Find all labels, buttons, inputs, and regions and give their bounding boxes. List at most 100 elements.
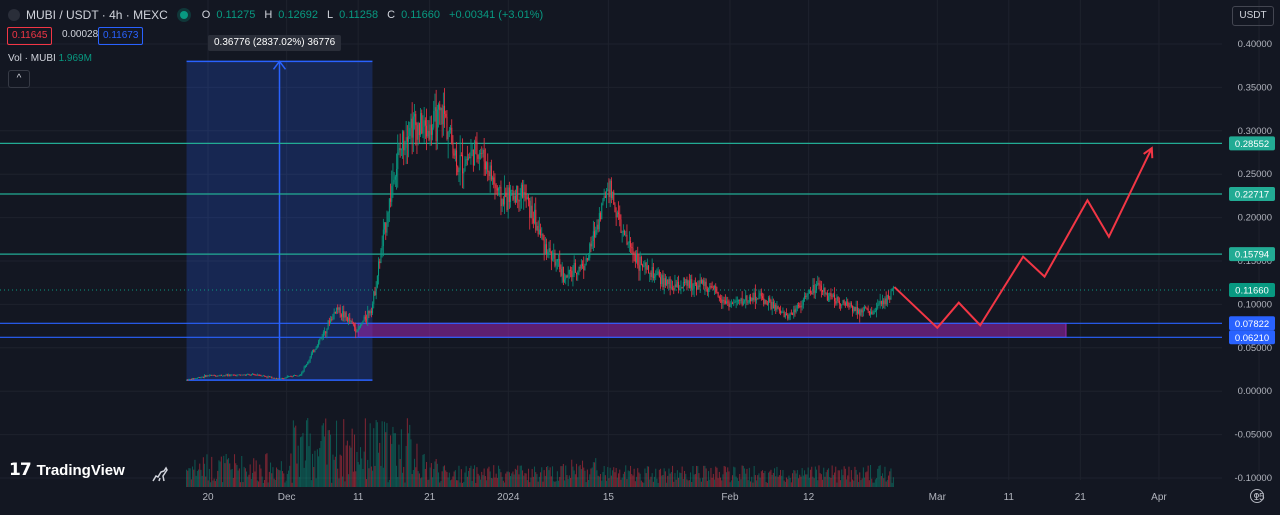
candles (186, 88, 894, 381)
volume-bar (684, 470, 686, 487)
volume-bar (708, 471, 710, 487)
candle-body (859, 309, 861, 316)
candle-body (307, 361, 309, 365)
volume-bar (678, 477, 680, 487)
volume-bar (220, 456, 222, 487)
volume-bar (318, 456, 320, 487)
candle-body (288, 376, 290, 378)
volume-bar (231, 468, 233, 487)
tradingview-logo[interactable]: 17 TradingView (9, 460, 125, 480)
volume-bar (626, 479, 628, 487)
candle-body (872, 314, 874, 315)
sell-price-button[interactable]: 0.11645 (7, 27, 53, 45)
level-price-label: 0.06210 (1235, 333, 1269, 344)
candle-body (674, 284, 676, 290)
volume-bar (301, 436, 303, 487)
candle-body (741, 298, 743, 306)
candle-body (310, 353, 312, 357)
candle-body (787, 315, 789, 319)
candle-body (572, 274, 574, 278)
volume-bar (801, 468, 803, 487)
symbol-title[interactable]: MUBI / USDT · 4h · MEXC (26, 8, 168, 22)
candle-body (276, 378, 278, 380)
volume-bar (283, 473, 285, 487)
candle-body (199, 377, 201, 379)
candle-body (573, 262, 575, 275)
candle-body (502, 199, 504, 205)
y-tick-label: 0.35000 (1238, 82, 1272, 93)
candle-body (396, 168, 398, 177)
candle-body (306, 364, 308, 366)
dino-icon[interactable] (150, 464, 170, 484)
candle-body (205, 375, 207, 377)
volume-bar (577, 477, 579, 487)
candle-body (423, 120, 425, 128)
volume-bar (512, 471, 514, 487)
volume-bar (555, 481, 557, 487)
candle-body (829, 293, 831, 297)
volume-bar (642, 482, 644, 487)
volume-bar (446, 472, 448, 487)
volume-bar (854, 466, 856, 487)
candle-body (639, 256, 641, 271)
volume-bar (788, 475, 790, 487)
volume-bar (427, 479, 429, 487)
volume-bar (379, 442, 381, 487)
candle-body (853, 307, 855, 312)
candle-body (582, 264, 584, 267)
candle-body (873, 311, 875, 315)
candle-body (541, 234, 543, 236)
candle-body (382, 229, 384, 246)
volume-bar (294, 427, 296, 487)
candle-body (812, 285, 814, 295)
volume-bar (284, 482, 286, 487)
candle-body (343, 311, 345, 318)
volume-bar (259, 464, 261, 487)
candle-body (226, 374, 228, 376)
candle-body (487, 162, 489, 172)
volume-bar (219, 461, 221, 487)
candle-body (441, 108, 443, 125)
volume-bar (235, 463, 237, 487)
volume-bar (710, 467, 712, 487)
volume-bar (186, 469, 188, 487)
volume-bar (774, 468, 776, 487)
volume-bar (188, 468, 190, 487)
volume-bar (242, 482, 244, 487)
volume-bar (759, 477, 761, 487)
candle-body (255, 374, 257, 376)
candle-body (564, 279, 566, 282)
volume-bar (260, 468, 262, 487)
volume-bar (663, 468, 665, 487)
candle-body (486, 162, 488, 170)
level-price-tag (1229, 247, 1275, 262)
buy-price-button[interactable]: 0.11673 (98, 27, 144, 45)
candle-body (855, 307, 857, 311)
volume-bar (849, 481, 851, 487)
volume-bar (562, 463, 564, 487)
volume-bar (886, 479, 888, 487)
candle-body (596, 224, 598, 230)
gear-icon[interactable] (1250, 489, 1264, 503)
candle-body (686, 279, 688, 286)
volume-bar (608, 478, 610, 487)
volume-bar (310, 480, 312, 487)
volume-bar (814, 466, 816, 487)
candle-body (637, 254, 639, 266)
y-tick-label: 0.40000 (1238, 39, 1272, 50)
volume-bar (396, 465, 398, 487)
candle-body (733, 302, 735, 304)
volume-bar (450, 480, 452, 487)
volume-bar (631, 474, 633, 487)
volume-bar (876, 478, 878, 487)
volume-bar (714, 479, 716, 487)
volume-bar (579, 464, 581, 487)
candle-body (752, 297, 754, 300)
volume-bar (300, 437, 302, 487)
volume-bar (799, 474, 801, 487)
currency-button[interactable]: USDT (1232, 6, 1274, 26)
candle-body (488, 171, 490, 177)
level-price-label: 0.22717 (1235, 190, 1269, 201)
collapse-legend-button[interactable]: ^ (8, 70, 30, 88)
